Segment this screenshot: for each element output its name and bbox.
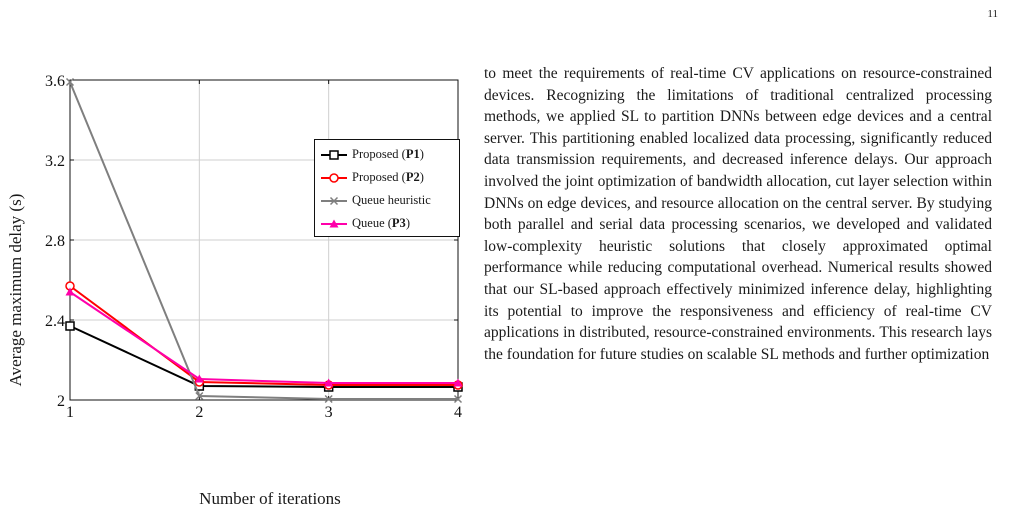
x-axis-label: Number of iterations — [199, 489, 341, 508]
legend-label-p1: Proposed (P1) — [352, 147, 424, 161]
legend-label-queue-heuristic: Queue heuristic — [352, 193, 431, 207]
legend-entry-p3: Queue (P3) — [315, 213, 459, 234]
legend-label-p2: Proposed (P2) — [352, 170, 424, 184]
series-queue-p3-point — [65, 287, 75, 296]
series-proposed-p2-line — [69, 285, 458, 386]
x-tick-label: 2 — [195, 404, 203, 421]
line-chart: 22.42.83.23.61 2 3 4 — [45, 73, 463, 421]
series-queue-heuristic-point — [324, 394, 333, 404]
legend-label-p3: Queue (P3) — [352, 216, 410, 230]
x-tick-label: 4 — [454, 404, 462, 421]
y-tick-label: 2.8 — [45, 233, 65, 250]
legend-entry-queue-heuristic: Queue heuristic — [315, 190, 459, 211]
series-queue-p3-point — [453, 378, 463, 387]
page-number: 11 — [987, 8, 998, 20]
series-queue-heuristic-point — [453, 394, 463, 404]
y-tick-label: 2 — [57, 393, 65, 410]
delay-vs-iterations-figure: 2 2.4 2.8 3.2 3.6 1 2 3 4 Average maximum delay … — [0, 60, 480, 508]
series-proposed-p1-line — [69, 325, 458, 388]
y-tick-label: 3.2 — [45, 153, 65, 170]
series-queue-heuristic-point — [65, 77, 75, 87]
legend-marker-triangle-icon — [321, 219, 347, 227]
conclusion-paragraph: to meet the requirements of real-time CV… — [484, 65, 992, 363]
series-queue-p3-line — [69, 291, 458, 384]
legend-entry-p1: Proposed (P1) — [315, 144, 459, 165]
y-tick-label: 3.6 — [45, 73, 65, 90]
y-axis-label: Average maximum delay (s) — [6, 193, 25, 387]
y-tick-label: 2.4 — [45, 313, 65, 330]
series-queue-p3-point — [324, 378, 334, 387]
chart-legend: Proposed (P1) Proposed (P2) Queue heuris… — [314, 139, 460, 237]
series-queue-heuristic-line — [69, 81, 458, 400]
legend-entry-p2: Proposed (P2) — [315, 167, 459, 188]
series-proposed-p1-point — [65, 321, 75, 331]
x-tick-label: 1 — [66, 404, 74, 421]
legend-marker-cross-icon — [321, 196, 347, 205]
x-tick-label: 3 — [325, 404, 333, 421]
series-queue-p3-point — [194, 374, 204, 383]
legend-marker-square-icon — [321, 149, 347, 160]
series-queue-heuristic-point — [195, 391, 204, 401]
legend-marker-circle-icon — [321, 172, 347, 183]
